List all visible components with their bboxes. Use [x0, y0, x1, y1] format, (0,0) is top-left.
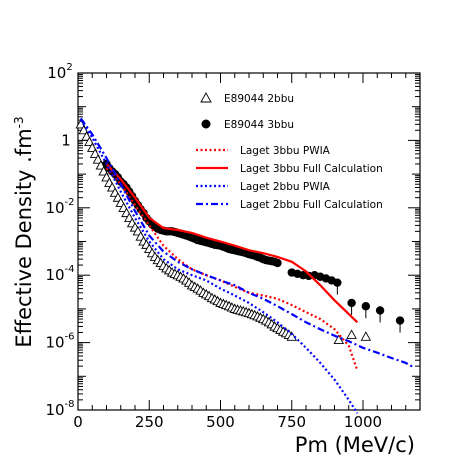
x-tick-label: 1000 — [344, 413, 382, 431]
legend: E89044 2bbu E89044 3bbu Laget 3bbu PWIA Lag… — [196, 92, 383, 211]
series-layer — [75, 117, 415, 414]
y-tick-exponent: 2 — [66, 62, 72, 73]
data-point — [86, 142, 98, 152]
legend-item: Laget 3bbu PWIA — [196, 145, 331, 157]
x-tick-label: 0 — [73, 413, 83, 431]
series-line — [79, 119, 359, 414]
y-tick-base: 10 — [45, 266, 64, 284]
legend-marker — [200, 92, 212, 103]
data-point — [75, 118, 87, 129]
data-point — [347, 298, 356, 308]
y-axis-title-text: Effective Density .fm — [12, 128, 36, 347]
y-tick-label: 1 — [61, 131, 71, 149]
y-tick-label: 10-4 — [45, 264, 74, 284]
series-laget-2bbu-pwia — [79, 119, 359, 414]
data-point — [98, 166, 109, 176]
data-point — [286, 331, 298, 341]
y-tick-label: 10-6 — [45, 332, 74, 352]
data-point — [360, 331, 372, 341]
x-tick-label: 750 — [277, 413, 306, 431]
y-tick-label: 102 — [47, 62, 72, 82]
legend-label: E89044 2bbu — [224, 93, 294, 105]
series-line — [105, 163, 359, 324]
series-laget-2bbu-full-calculation — [79, 117, 415, 369]
data-point — [92, 154, 104, 164]
y-axis-title-group: Effective Density .fm-3 — [12, 116, 36, 347]
data-point — [273, 258, 282, 268]
series-e89044-2bbu — [75, 118, 372, 344]
legend-item: Laget 2bbu PWIA — [196, 181, 331, 193]
x-axis-title: Pm (MeV/c) — [295, 433, 415, 457]
y-tick-base: 10 — [45, 199, 64, 217]
data-point — [346, 329, 357, 339]
series-line — [105, 167, 359, 371]
x-tick-label: 250 — [135, 413, 164, 431]
legend-label: Laget 3bbu Full Calculation — [240, 163, 383, 175]
data-point — [361, 302, 371, 311]
legend-label: E89044 3bbu — [224, 119, 294, 131]
data-point — [333, 278, 342, 287]
y-tick-label: 10-2 — [45, 197, 74, 217]
y-tick-exponent: -6 — [65, 332, 75, 343]
legend-label: Laget 3bbu PWIA — [240, 145, 331, 157]
y-axis-title-exponent: -3 — [12, 116, 26, 128]
legend-label: Laget 2bbu Full Calculation — [240, 199, 383, 211]
data-point — [84, 136, 95, 146]
y-tick-label: 10-8 — [45, 399, 74, 419]
y-tick-exponent: -8 — [65, 399, 75, 410]
x-tick-label: 500 — [206, 413, 235, 431]
y-tick-base: 10 — [45, 334, 64, 352]
series-laget-3bbu-pwia — [105, 167, 359, 371]
data-point — [395, 316, 405, 325]
legend-item: E89044 3bbu — [201, 119, 294, 131]
series-laget-3bbu-full-calculation — [105, 163, 359, 324]
legend-item: E89044 2bbu — [200, 92, 294, 105]
legend-item: Laget 2bbu Full Calculation — [196, 199, 383, 211]
y-tick-exponent: -4 — [65, 264, 75, 275]
y-tick-exponent: -2 — [65, 197, 75, 208]
y-tick-base: 10 — [47, 64, 66, 82]
series-line — [79, 117, 415, 369]
y-tick-base: 1 — [61, 131, 71, 149]
data-point — [333, 334, 345, 344]
x-axis: 0 250 500 750 1000 — [73, 73, 421, 431]
y-axis-title: Effective Density .fm-3 — [12, 116, 36, 347]
legend-label: Laget 2bbu PWIA — [240, 181, 331, 193]
legend-marker — [201, 119, 211, 129]
data-point — [375, 306, 385, 315]
legend-item: Laget 3bbu Full Calculation — [196, 163, 383, 175]
y-tick-base: 10 — [45, 401, 64, 419]
